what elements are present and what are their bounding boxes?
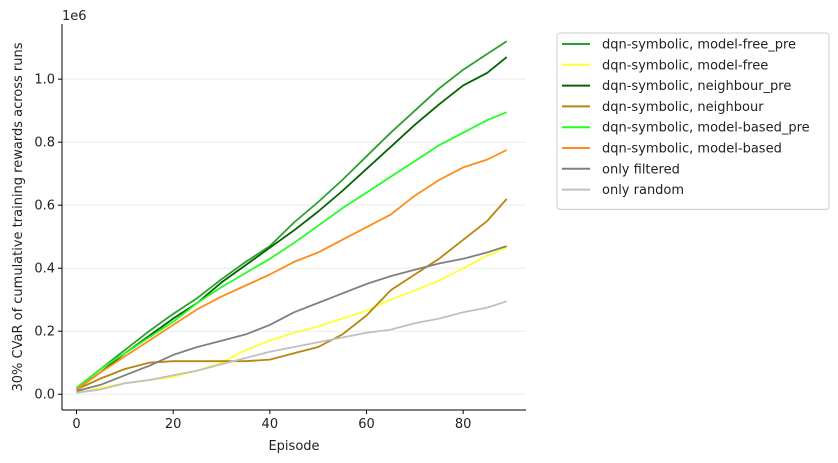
y-grid	[62, 78, 526, 395]
series-line	[76, 245, 507, 392]
y-tick-label: 0.0	[34, 388, 55, 403]
legend-entry: only random	[602, 183, 684, 198]
y-tick-label: 1.0	[34, 73, 55, 88]
y-tick-label: 0.4	[34, 262, 55, 277]
y-offset-text: 1e6	[62, 9, 87, 24]
x-axis-label: Episode	[268, 439, 319, 454]
x-tick-label: 20	[165, 417, 182, 432]
y-ticks: 0.0 0.2 0.4 0.6 0.8 1.0	[34, 73, 62, 403]
y-tick-label: 0.8	[34, 136, 55, 151]
legend-box	[556, 32, 830, 210]
legend-entry: dqn-symbolic, model-based	[602, 142, 782, 157]
x-tick-label: 60	[358, 417, 375, 432]
series-line	[76, 198, 508, 391]
series-lines	[75, 40, 508, 394]
legend-entry: dqn-symbolic, model-based_pre	[602, 121, 810, 136]
y-axis-label: 30% CVaR of cumulative training rewards …	[11, 42, 26, 391]
x-ticks: 0 20 40 60 80	[72, 410, 471, 432]
x-tick-label: 0	[72, 417, 80, 432]
series-line	[75, 111, 508, 389]
series-line	[75, 40, 508, 389]
legend-entry: dqn-symbolic, neighbour_pre	[602, 79, 791, 94]
x-tick-label: 80	[455, 417, 472, 432]
series-line	[76, 246, 508, 394]
y-tick-label: 0.2	[34, 325, 55, 340]
series-line	[76, 300, 507, 394]
y-tick-label: 0.6	[34, 199, 55, 214]
legend-entry: only filtered	[602, 162, 680, 177]
legend-entry: dqn-symbolic, model-free	[602, 58, 768, 73]
legend-entry: dqn-symbolic, model-free_pre	[602, 38, 796, 53]
series-line	[75, 56, 508, 391]
axes	[61, 24, 526, 411]
series-line	[75, 149, 508, 391]
legend-entry: dqn-symbolic, neighbour	[602, 100, 764, 115]
legend: dqn-symbolic, model-free_pre dqn-symbolic…	[556, 32, 830, 210]
x-tick-label: 40	[262, 417, 279, 432]
